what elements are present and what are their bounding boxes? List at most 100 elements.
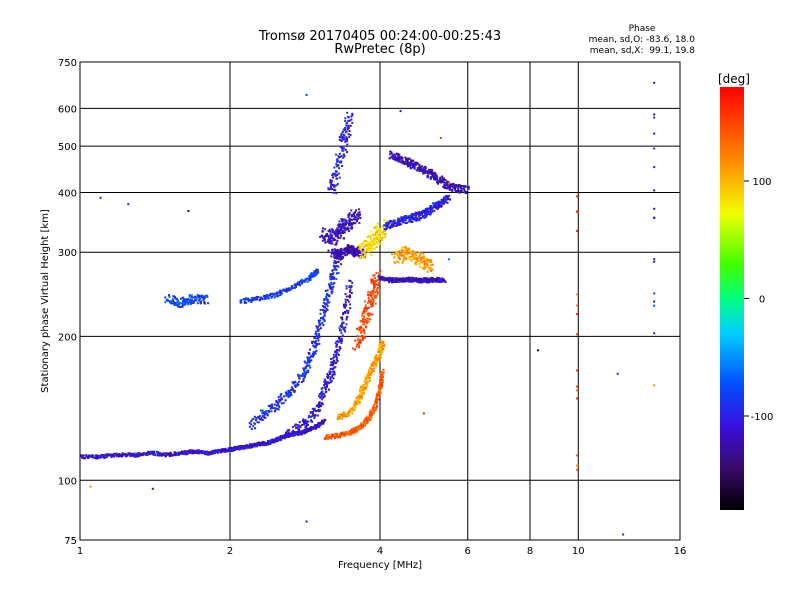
data-point [415,263,418,266]
data-point [340,161,343,164]
data-point [343,223,346,226]
data-point [301,423,304,426]
data-point [404,222,407,224]
data-point [344,117,347,120]
data-point [412,163,415,166]
data-point [337,353,340,356]
data-point [653,113,656,116]
data-point [414,262,417,265]
data-point [323,393,326,395]
data-point [332,283,335,286]
data-point [249,299,252,302]
data-point [334,435,337,438]
data-point [313,346,316,349]
data-point [406,280,409,283]
data-point [444,281,447,284]
data-point [403,161,406,164]
data-point [345,137,348,140]
data-point [302,418,305,421]
data-point [423,209,426,212]
data-point [349,134,352,137]
data-point [343,134,346,137]
data-point [428,210,431,213]
data-point [378,229,381,232]
data-point [355,252,358,255]
data-point [371,242,374,245]
data-point [429,208,432,211]
data-point [190,449,193,452]
data-point [372,409,375,412]
data-point [376,292,379,295]
data-point [348,413,351,416]
data-point [373,274,376,277]
data-point [320,317,322,319]
data-point [323,235,326,238]
data-point [414,216,417,219]
data-point [322,237,325,240]
data-point [289,287,292,290]
data-point [325,298,328,301]
data-point [338,156,340,159]
data-point [339,339,342,342]
data-point [287,432,290,434]
data-point [379,349,382,352]
data-point [372,241,375,244]
data-point [442,185,445,188]
data-point [329,275,332,278]
data-point [359,388,362,391]
data-point [653,189,656,192]
data-point [360,330,363,332]
data-point [420,281,423,284]
data-point [220,448,223,451]
data-point [183,303,186,306]
data-point [428,208,431,210]
data-point [440,179,443,182]
data-point [365,386,367,389]
data-point [323,315,326,318]
data-point [304,425,307,428]
data-point [340,331,343,334]
data-point [332,273,334,276]
data-point [127,452,130,455]
data-point [179,297,182,300]
colorbar-tick-label: 0 [759,295,765,306]
data-point [356,335,359,338]
data-point [264,416,267,419]
data-point [336,227,339,230]
data-point [326,375,329,378]
data-point [334,243,337,246]
data-point [435,174,438,177]
data-point [409,256,412,259]
data-point [397,152,400,155]
data-point [359,251,362,254]
data-point [329,180,332,183]
data-point [301,278,304,281]
data-point [95,456,98,459]
data-point [370,244,373,247]
data-point [378,385,381,388]
data-point [335,345,338,348]
data-point [399,157,402,160]
data-point [359,320,362,323]
data-point [364,310,367,312]
data-point [347,412,350,415]
data-point [187,450,190,453]
data-point [120,454,123,457]
data-point [403,250,406,253]
data-point [434,176,437,179]
data-point [297,374,300,377]
data-point [347,128,349,131]
data-point [327,375,330,378]
data-point [381,346,384,349]
data-point [380,375,382,378]
data-point [242,444,245,447]
data-point [329,368,332,370]
data-point [378,282,381,284]
data-point [383,343,386,346]
data-point [295,283,298,286]
data-point [350,115,353,118]
data-point [382,368,385,371]
data-point [271,403,274,406]
data-point [325,307,328,310]
data-point [182,303,184,306]
